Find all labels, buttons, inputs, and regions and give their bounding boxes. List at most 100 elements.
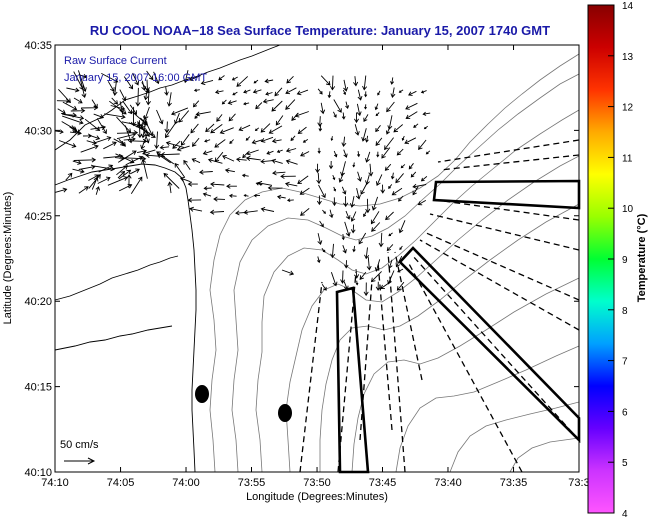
colorbar-tick-label: 10 (622, 204, 634, 215)
current-vector (235, 156, 247, 163)
current-vector (375, 137, 383, 146)
current-vector (370, 211, 380, 225)
current-vector (371, 222, 381, 232)
current-vector (116, 132, 137, 140)
current-vector (425, 150, 431, 155)
beam-line (394, 251, 423, 381)
current-vector (130, 106, 136, 127)
current-vector (145, 152, 165, 158)
chart-title: RU COOL NOAA−18 Sea Surface Temperature:… (90, 23, 550, 38)
current-vector (299, 187, 310, 195)
current-vector (57, 108, 66, 114)
current-vector (243, 89, 251, 94)
current-vector (338, 173, 344, 183)
current-vector (70, 108, 86, 114)
current-vector (266, 150, 274, 155)
current-vector (228, 193, 237, 198)
beam-line (411, 254, 580, 441)
x-tick-label: 73:35 (500, 477, 528, 489)
current-vector (410, 171, 417, 178)
current-vector (362, 75, 368, 91)
current-vector (117, 170, 126, 179)
current-vector (238, 124, 251, 132)
current-vector (255, 102, 263, 110)
current-vector (243, 194, 249, 197)
current-vector (412, 183, 427, 189)
current-vector (330, 75, 336, 91)
current-vector (267, 185, 283, 191)
current-vector (107, 81, 115, 92)
x-tick-label: 74:10 (41, 477, 69, 489)
current-vector (327, 91, 332, 99)
overlay-time: January 15, 2007 16:00 GMT (64, 72, 207, 84)
current-vector (333, 99, 342, 113)
current-vector (193, 88, 200, 92)
current-vector (297, 175, 309, 184)
current-vector (143, 89, 149, 101)
current-vector (365, 135, 369, 143)
current-vector (93, 136, 112, 144)
current-vector (285, 87, 297, 95)
current-vector (385, 126, 391, 135)
current-vector (78, 186, 89, 194)
y-tick-label: 40:35 (24, 40, 52, 52)
current-vector (180, 134, 190, 146)
y-axis: 40:10 40:15 40:20 40:25 40:30 40:35 (24, 40, 579, 479)
current-vector (375, 174, 383, 186)
current-vector (361, 128, 367, 142)
current-vector (62, 113, 85, 121)
current-vector (167, 181, 173, 194)
current-vector (143, 106, 150, 120)
current-vector (125, 155, 144, 166)
current-vector (350, 224, 356, 234)
colorbar-ticks: 4 5 6 7 8 9 10 11 12 13 14 (608, 1, 634, 519)
current-vector (191, 158, 201, 164)
current-vector (370, 271, 382, 283)
current-vector (245, 136, 251, 141)
current-vector (352, 245, 356, 253)
current-vector (103, 153, 124, 159)
current-vector (253, 79, 259, 84)
current-vector (401, 135, 405, 141)
current-vector (284, 181, 298, 187)
current-vector (352, 162, 356, 168)
current-vector (153, 71, 160, 85)
current-vector (129, 168, 140, 175)
x-tick-label: 73:45 (369, 477, 397, 489)
current-vector (316, 172, 322, 185)
current-vector (243, 209, 258, 215)
current-vector (420, 90, 427, 94)
current-vector (371, 196, 379, 211)
current-vector (363, 114, 369, 123)
current-vector (368, 163, 374, 177)
current-vector (260, 206, 275, 212)
current-vector (210, 124, 223, 134)
current-vector (343, 79, 349, 92)
current-vector (124, 156, 147, 162)
current-vector (345, 101, 350, 109)
current-vector (164, 87, 169, 96)
current-vector (375, 281, 381, 291)
current-vector (123, 76, 134, 90)
current-vector (139, 119, 145, 130)
current-vector (376, 151, 380, 158)
depth-contour (395, 345, 580, 473)
current-vector (229, 139, 234, 145)
current-vector (271, 138, 282, 144)
current-vector (341, 112, 346, 120)
current-vector (214, 89, 224, 95)
current-vector (357, 89, 363, 101)
current-vector (316, 256, 321, 264)
current-vector (178, 110, 190, 123)
current-vector (141, 82, 150, 94)
current-vector (163, 172, 180, 189)
current-vector (252, 89, 262, 94)
colorbar-tick-label: 12 (622, 103, 634, 114)
current-vector (316, 195, 322, 206)
colorbar-tick-label: 8 (622, 306, 628, 317)
x-tick-label: 74:05 (107, 477, 135, 489)
depth-contour (509, 437, 580, 473)
current-vector (260, 123, 271, 133)
current-vector (228, 113, 236, 122)
current-vector (354, 112, 359, 124)
